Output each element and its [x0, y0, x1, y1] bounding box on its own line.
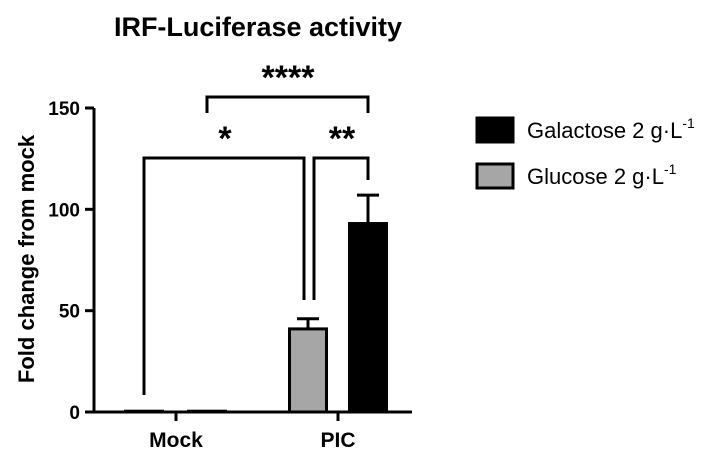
- y-tick-label: 0: [69, 403, 80, 424]
- legend: Galactose 2 g·L-1 Glucose 2 g·L-1: [475, 115, 695, 190]
- x-tick-label: PIC: [320, 429, 355, 452]
- legend-label: Glucose 2 g·L-1: [527, 161, 677, 189]
- significance-label: *: [218, 120, 232, 158]
- significance-brackets: ***** **: [142, 59, 370, 395]
- x-tick-label: Mock: [149, 429, 203, 452]
- significance-bracket: [205, 95, 370, 113]
- y-axis-label: Fold change from mock: [14, 134, 39, 383]
- significance-label: **: [329, 120, 356, 158]
- legend-label: Galactose 2 g·L-1: [527, 115, 695, 143]
- legend-swatch: [475, 162, 515, 190]
- y-tick-label: 100: [48, 200, 80, 221]
- y-tick-label: 150: [48, 99, 80, 120]
- bars: [124, 193, 388, 414]
- y-tick-label: 50: [59, 302, 80, 323]
- significance-bracket: [142, 156, 306, 395]
- significance-label: ****: [262, 59, 316, 97]
- bar: [124, 409, 164, 414]
- legend-swatch: [475, 116, 515, 144]
- chart-title: IRF-Luciferase activity: [114, 12, 402, 42]
- bar: [187, 409, 227, 414]
- bar: [348, 222, 388, 414]
- bar: [288, 327, 328, 414]
- significance-bracket: [312, 156, 370, 300]
